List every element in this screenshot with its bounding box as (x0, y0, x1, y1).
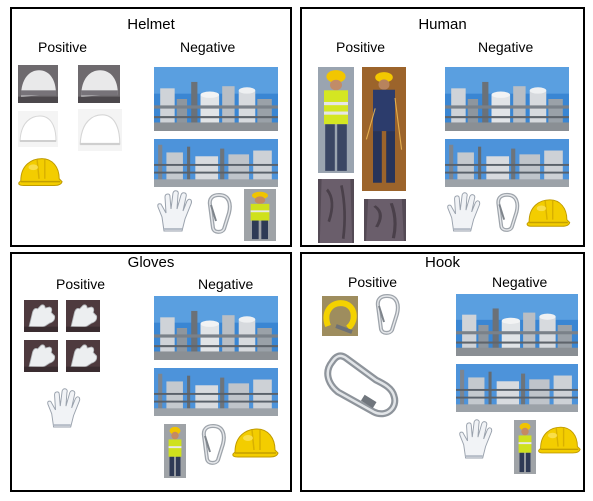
glove-icon (46, 386, 84, 430)
helmet-icon (230, 426, 280, 462)
gloved-hand-image (66, 300, 100, 332)
carabiner-image (322, 348, 402, 418)
panel-helmet: Helmet Positive Negative (10, 7, 292, 247)
worker-image (164, 424, 186, 478)
positive-label: Positive (336, 39, 386, 55)
industrial-plant-image (154, 67, 278, 131)
glove-icon (156, 189, 196, 233)
hook-icon (372, 292, 402, 336)
positive-label: Positive (38, 39, 88, 55)
gloved-hand-image (24, 340, 58, 372)
glove-icon (446, 191, 484, 233)
hook-icon (198, 422, 228, 466)
panel-hook: Hook Positive Negative (300, 252, 585, 492)
helmet-white-image (78, 109, 122, 151)
negative-label: Negative (180, 39, 236, 55)
positive-label: Positive (348, 274, 398, 290)
glove-icon (458, 418, 496, 460)
worker-image (318, 67, 354, 173)
welder-image (362, 67, 406, 191)
worker-image (514, 420, 536, 474)
hook-crop-image (322, 296, 358, 336)
hook-icon (492, 191, 522, 233)
helmet-icon (536, 424, 582, 458)
negative-label: Negative (478, 39, 534, 55)
panel-title: Gloves (127, 254, 175, 271)
negative-label: Negative (492, 274, 548, 290)
worker-image (244, 189, 276, 241)
panel-title: Human (418, 16, 467, 33)
sleeve-crop-image (318, 179, 354, 243)
sleeve-crop-image (364, 199, 406, 241)
industrial-plant-image (154, 139, 278, 187)
helmet-icon (524, 197, 572, 231)
helmet-crop-image (78, 65, 120, 103)
industrial-plant-image (154, 296, 278, 360)
gloved-hand-image (66, 340, 100, 372)
panel-title: Helmet (127, 16, 175, 33)
panel-human: Human Positive Negative (300, 7, 585, 247)
helmet-crop-image (18, 65, 58, 103)
positive-label: Positive (56, 276, 106, 292)
helmet-icon (16, 155, 64, 191)
panel-title: Hook (424, 254, 461, 271)
industrial-plant-image (456, 294, 578, 356)
helmet-white-image (18, 111, 58, 147)
gloved-hand-image (24, 300, 58, 332)
industrial-plant-image (456, 364, 578, 412)
industrial-plant-image (445, 139, 569, 187)
panel-gloves: Gloves Positive Negative (10, 252, 292, 492)
industrial-plant-image (445, 67, 569, 131)
negative-label: Negative (198, 276, 254, 292)
hook-icon (204, 191, 234, 235)
industrial-plant-image (154, 368, 278, 416)
